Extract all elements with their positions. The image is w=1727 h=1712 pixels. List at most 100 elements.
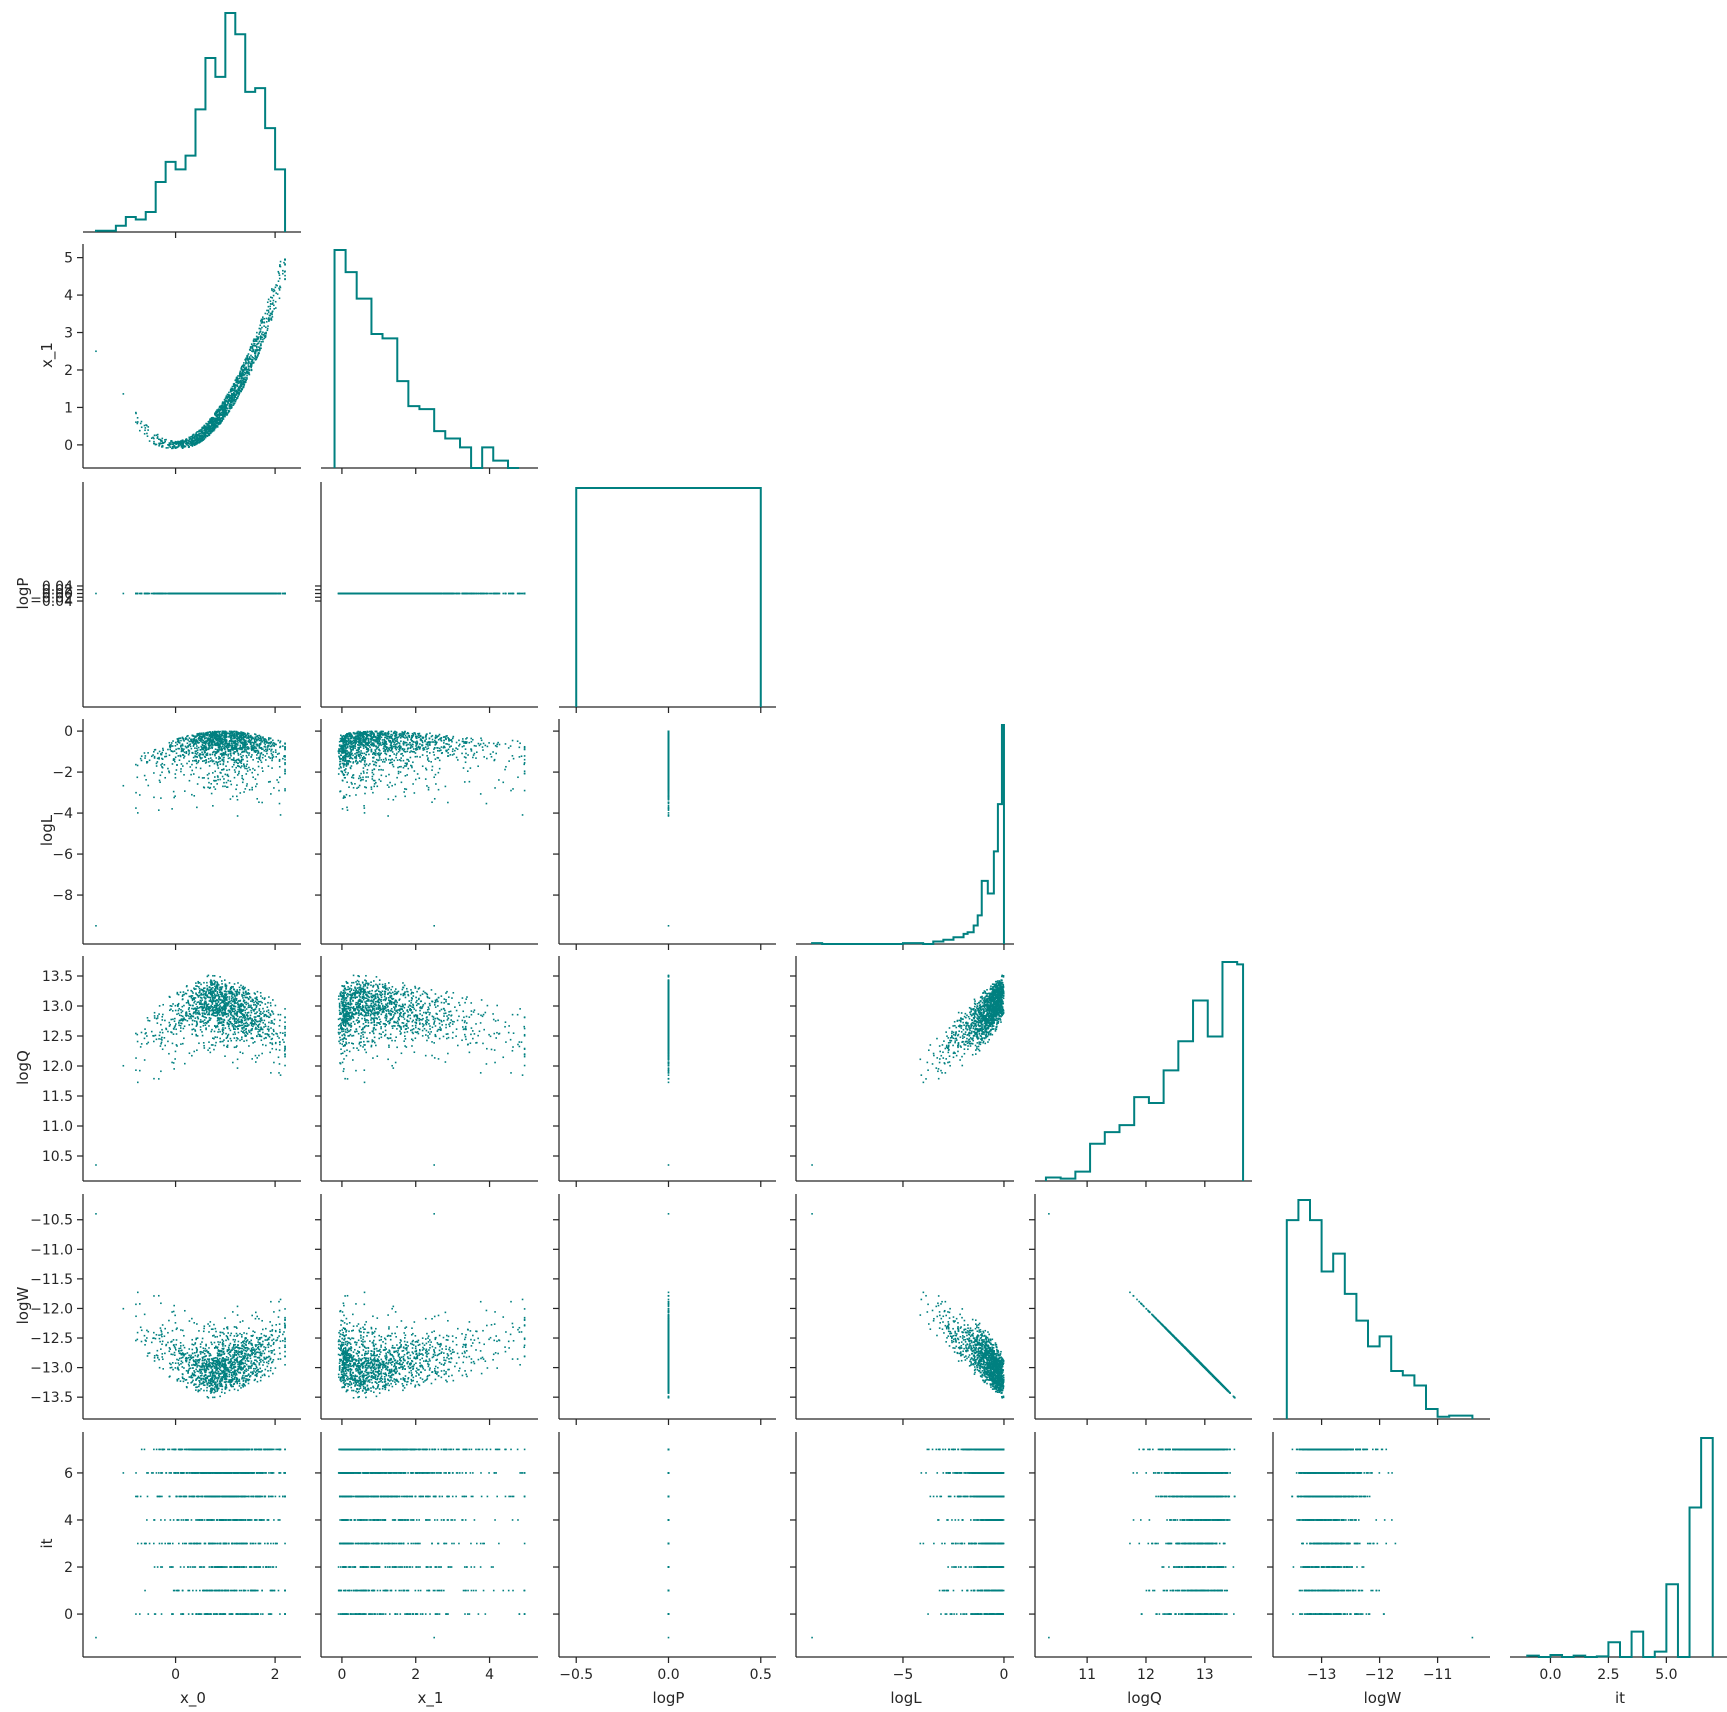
scatter-point bbox=[236, 380, 238, 382]
scatter-point bbox=[224, 415, 226, 417]
scatter-point bbox=[207, 435, 209, 437]
scatter-point bbox=[242, 365, 244, 367]
scatter-point bbox=[250, 364, 252, 366]
scatter-point bbox=[195, 436, 197, 438]
scatter-point bbox=[261, 322, 263, 324]
scatter-point bbox=[239, 376, 241, 378]
scatter-point bbox=[280, 261, 282, 263]
scatter-point bbox=[147, 435, 149, 437]
scatter-point bbox=[222, 593, 224, 595]
scatter-point bbox=[267, 328, 269, 330]
scatter-point bbox=[181, 441, 183, 443]
scatter-point bbox=[246, 375, 248, 377]
scatter-point bbox=[225, 399, 227, 401]
scatter-point bbox=[270, 317, 272, 319]
scatter-point bbox=[267, 301, 269, 303]
scatter-point bbox=[252, 350, 254, 352]
panel-logP-vs-x_0: −0.04−0.020.000.020.04 bbox=[30, 482, 301, 713]
scatter-point bbox=[284, 270, 286, 272]
scatter-point bbox=[191, 593, 193, 595]
scatter-point bbox=[161, 443, 163, 445]
scatter-point bbox=[242, 378, 244, 380]
scatter-point bbox=[187, 445, 189, 447]
scatter-point bbox=[171, 443, 173, 445]
scatter-point bbox=[249, 357, 251, 359]
y-tick-label: 3 bbox=[64, 326, 73, 342]
scatter-point bbox=[162, 445, 164, 447]
scatter-point bbox=[265, 326, 267, 328]
scatter-point bbox=[224, 412, 226, 414]
scatter-point bbox=[268, 311, 270, 313]
scatter-point bbox=[248, 364, 250, 366]
scatter-point bbox=[279, 265, 281, 267]
y-axis-label-x_1: x_1 bbox=[38, 342, 57, 368]
scatter-point bbox=[212, 593, 214, 595]
scatter-point bbox=[205, 426, 207, 428]
scatter-point bbox=[247, 369, 249, 371]
scatter-point bbox=[201, 593, 203, 595]
scatter-point bbox=[236, 397, 238, 399]
scatter-point bbox=[158, 438, 160, 440]
scatter-point bbox=[263, 334, 265, 336]
scatter-point bbox=[268, 320, 270, 322]
scatter-point bbox=[246, 355, 248, 357]
scatter-point bbox=[172, 442, 174, 444]
scatter-point bbox=[245, 593, 247, 595]
scatter-point bbox=[233, 404, 235, 406]
scatter-point bbox=[271, 314, 273, 316]
y-tick-label: 5 bbox=[64, 251, 73, 267]
scatter-point bbox=[216, 415, 218, 417]
scatter-point bbox=[225, 407, 227, 409]
x-axis-label-x_1: x_1 bbox=[418, 1689, 444, 1708]
scatter-point bbox=[182, 439, 184, 441]
scatter-point bbox=[267, 325, 269, 327]
scatter-point bbox=[265, 313, 267, 315]
scatter-point bbox=[257, 343, 259, 345]
scatter-point bbox=[216, 420, 218, 422]
scatter-point bbox=[231, 397, 233, 399]
scatter-point bbox=[200, 439, 202, 441]
scatter-point bbox=[145, 427, 147, 429]
scatter-point bbox=[243, 362, 245, 364]
scatter-point bbox=[244, 365, 246, 367]
scatter-point bbox=[198, 434, 200, 436]
scatter-point bbox=[244, 593, 246, 595]
x-axis-label-logW: logW bbox=[1364, 1689, 1402, 1707]
scatter-point bbox=[201, 434, 203, 436]
scatter-point bbox=[169, 442, 171, 444]
scatter-point bbox=[154, 593, 156, 595]
scatter-point bbox=[272, 310, 274, 312]
scatter-point bbox=[221, 420, 223, 422]
scatter-point bbox=[268, 593, 270, 595]
y-axis-label-logQ: logQ bbox=[14, 1050, 32, 1085]
scatter-point bbox=[238, 381, 240, 383]
scatter-point bbox=[169, 593, 171, 595]
scatter-point bbox=[199, 442, 201, 444]
scatter-point bbox=[258, 333, 260, 335]
scatter-point bbox=[209, 434, 211, 436]
histogram-x_1 bbox=[335, 250, 520, 468]
scatter-point bbox=[165, 439, 167, 441]
scatter-point bbox=[244, 377, 246, 379]
scatter-point bbox=[182, 447, 184, 449]
scatter-point bbox=[263, 338, 265, 340]
scatter-point bbox=[214, 425, 216, 427]
scatter-point bbox=[156, 444, 158, 446]
scatter-point bbox=[277, 293, 279, 295]
scatter-point bbox=[248, 366, 250, 368]
scatter-point bbox=[279, 264, 281, 266]
scatter-point bbox=[268, 299, 270, 301]
scatter-point bbox=[283, 262, 285, 264]
scatter-point bbox=[233, 400, 235, 402]
scatter-point bbox=[151, 593, 153, 595]
scatter-point bbox=[144, 593, 146, 595]
scatter-point bbox=[241, 380, 243, 382]
scatter-point bbox=[250, 346, 252, 348]
scatter-point bbox=[251, 361, 253, 363]
scatter-point bbox=[153, 441, 155, 443]
scatter-point bbox=[186, 438, 188, 440]
scatter-point bbox=[270, 300, 272, 302]
scatter-point bbox=[201, 431, 203, 433]
scatter-point bbox=[266, 310, 268, 312]
